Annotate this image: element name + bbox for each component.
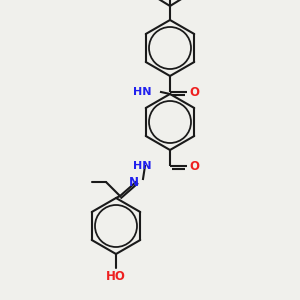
Text: HN: HN (133, 87, 151, 97)
Text: HO: HO (106, 270, 126, 283)
Text: N: N (129, 176, 139, 188)
Text: HN: HN (133, 161, 151, 171)
Text: O: O (189, 85, 199, 98)
Text: O: O (189, 160, 199, 172)
